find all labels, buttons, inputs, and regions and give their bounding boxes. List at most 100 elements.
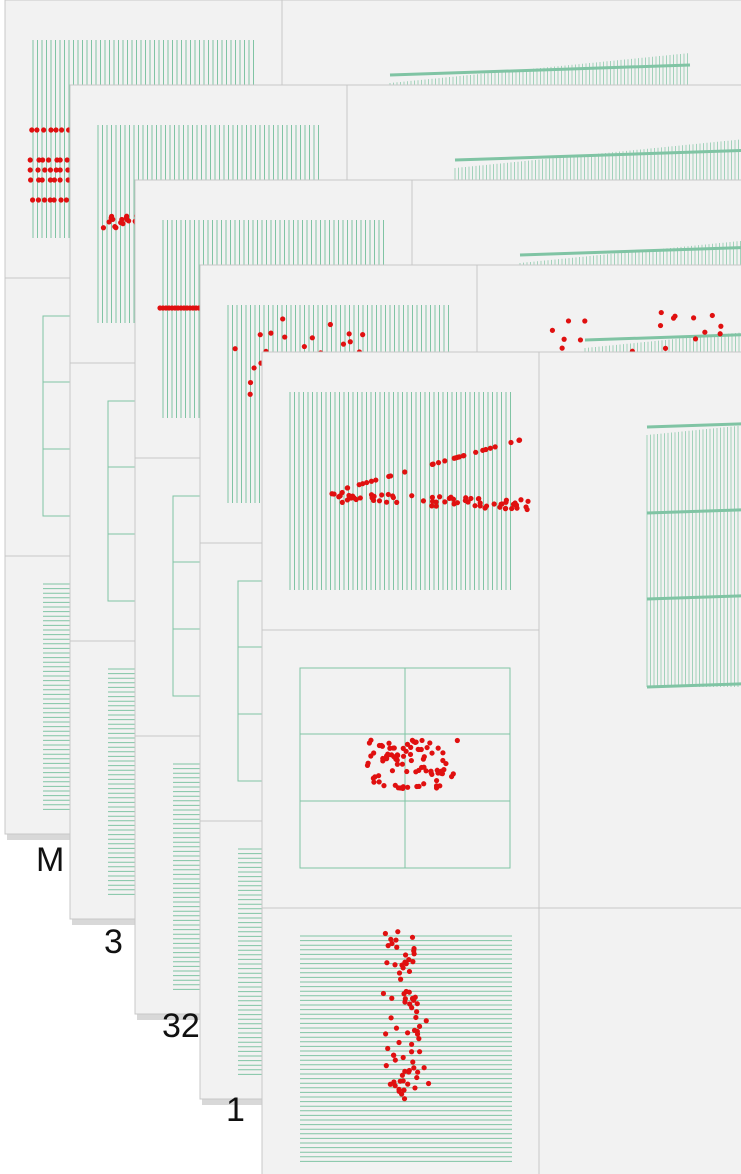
red-point [503,506,508,511]
red-point [328,322,333,327]
red-point [473,450,478,455]
red-point [442,499,447,504]
red-point [417,1049,422,1054]
red-point [383,931,388,936]
red-point [388,1082,393,1087]
red-point [404,989,409,994]
window-label: 3 [104,923,123,961]
red-point [426,1081,431,1086]
red-point [451,501,456,506]
red-point [659,310,664,315]
red-point [53,127,58,132]
red-point [407,1001,412,1006]
red-point [360,481,365,486]
red-point [282,334,287,339]
red-point [28,157,33,162]
red-point [412,1028,417,1033]
red-point [42,167,47,172]
red-point [436,460,441,465]
red-point [405,785,410,790]
red-point [393,783,398,788]
red-point [410,738,415,743]
red-point [386,741,391,746]
red-point [405,1082,410,1087]
red-point [437,783,442,788]
red-point [384,1063,389,1068]
red-point [341,342,346,347]
red-point [461,453,466,458]
red-point [419,738,424,743]
red-point [396,1040,401,1045]
red-point [40,177,45,182]
red-point [393,1057,398,1062]
red-point [379,492,384,497]
window [262,352,741,1174]
red-point [410,935,415,940]
red-point [492,501,497,506]
red-point [394,945,399,950]
red-point [421,781,426,786]
window-label: 1 [226,1091,245,1129]
red-point [504,498,509,503]
red-point [28,177,33,182]
red-point [58,197,63,202]
red-point [409,1042,414,1047]
red-point [368,753,373,758]
red-point [367,740,372,745]
red-point [493,444,498,449]
red-point [497,505,502,510]
red-point [411,998,416,1003]
red-point [377,779,382,784]
red-point [419,747,424,752]
red-point [381,991,386,996]
red-point [518,497,523,502]
red-point [410,1059,415,1064]
red-point [58,157,63,162]
red-point [415,1070,420,1075]
red-point [268,331,273,336]
red-point [338,493,343,498]
red-point [398,1079,403,1084]
red-point [347,331,352,336]
red-point [389,941,394,946]
red-point [383,1031,388,1036]
red-point [248,380,253,385]
page: M3321 (() => { const data = JSON.parse(d… [0,0,741,1174]
red-point [442,458,447,463]
red-point [394,500,399,505]
red-point [392,962,397,967]
red-point [48,167,53,172]
red-point [436,746,441,751]
red-point [488,446,493,451]
red-point [582,318,587,323]
red-point [451,771,456,776]
red-point [663,346,668,351]
red-point [422,754,427,759]
red-point [65,157,70,162]
red-point [718,331,723,336]
red-point [413,769,418,774]
red-point [377,498,382,503]
red-point [424,745,429,750]
red-point [409,1049,414,1054]
red-point [110,217,115,222]
red-point [331,491,336,496]
red-point [348,339,353,344]
red-point [457,454,462,459]
red-point [52,177,57,182]
red-point [411,1065,416,1070]
red-point [414,1009,419,1014]
red-point [400,762,405,767]
red-point [455,738,460,743]
window-label: 32 [162,1007,200,1045]
red-point [451,497,456,502]
red-point [508,440,513,445]
red-point [411,948,416,953]
red-point [64,197,69,202]
red-point [380,744,385,749]
red-point [358,495,363,500]
red-point [416,1036,421,1041]
red-point [42,197,47,202]
red-point [28,167,33,172]
red-point [395,929,400,934]
